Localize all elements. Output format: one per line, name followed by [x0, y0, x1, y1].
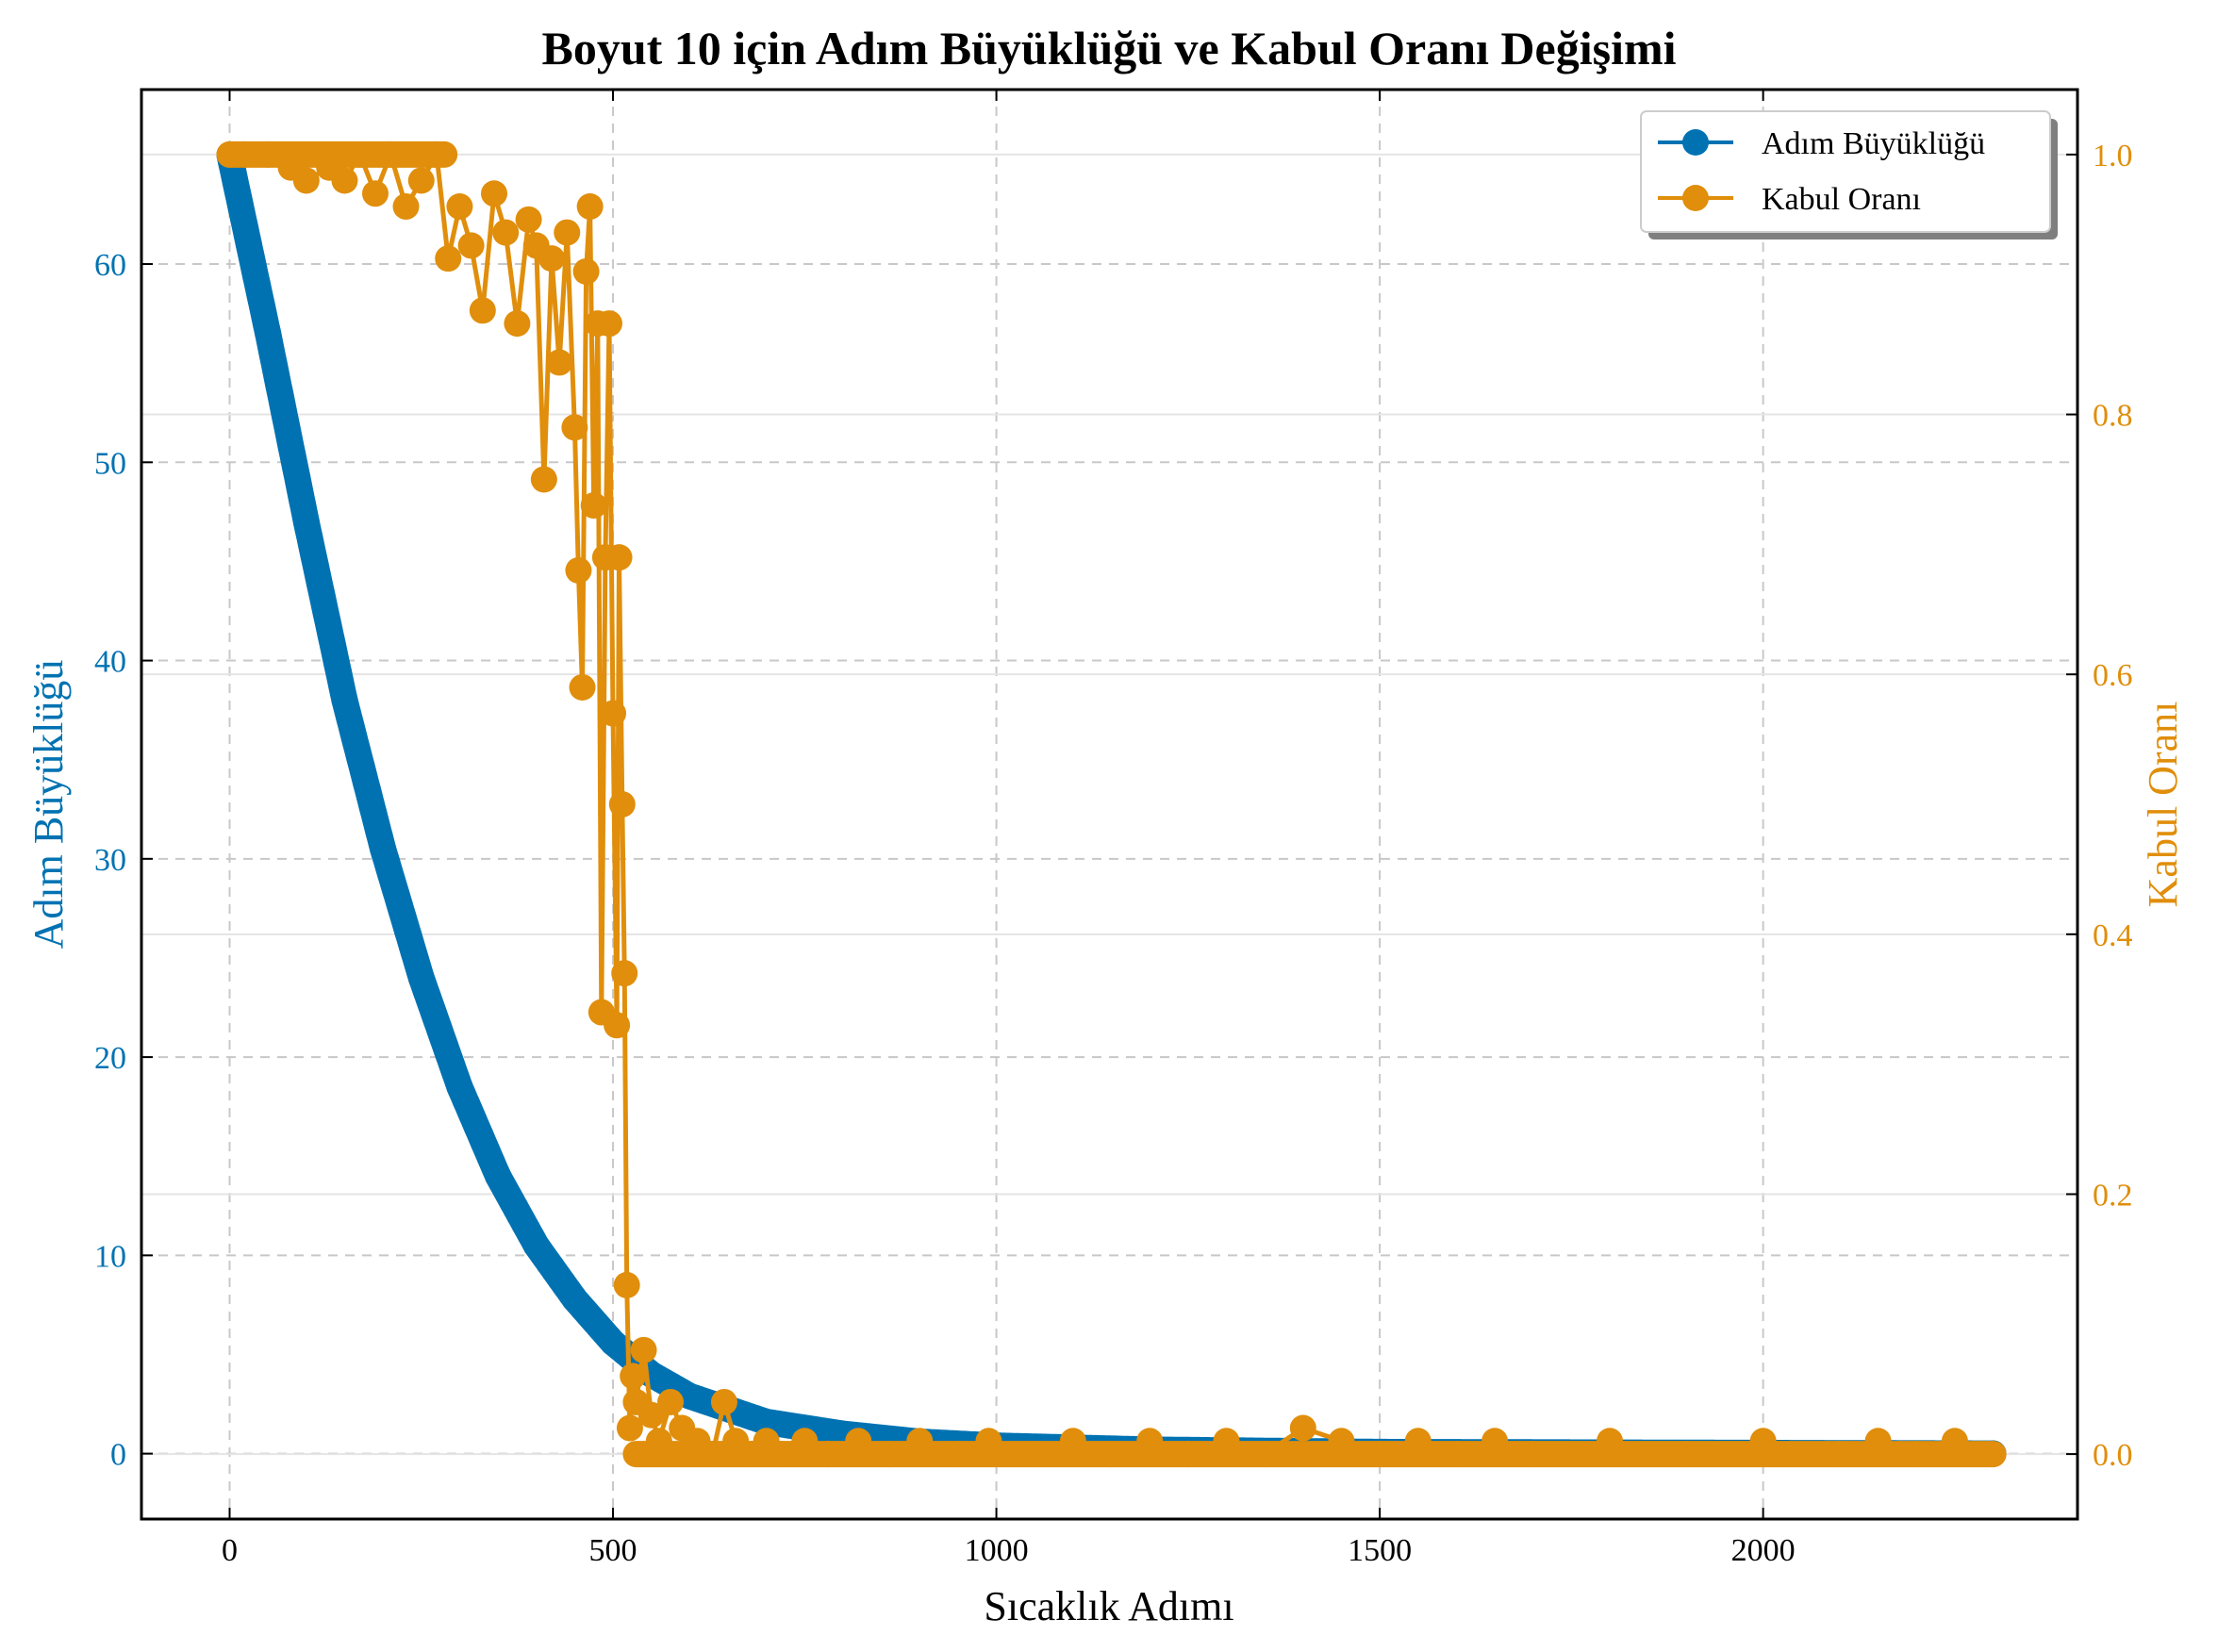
legend-accept-marker: [1682, 185, 1709, 211]
step-size-point: [235, 231, 262, 258]
step-size-point: [446, 1073, 473, 1100]
step-size-point: [331, 686, 358, 714]
y-tick-label-left: 0: [110, 1438, 126, 1473]
acceptance-rate-point: [569, 673, 596, 701]
step-size-point: [561, 1285, 588, 1313]
y-tick-label-right: 0.8: [2093, 399, 2133, 434]
step-size-point: [753, 1408, 780, 1435]
acceptance-rate-point: [565, 556, 592, 584]
step-size-point: [370, 835, 397, 863]
legend-step-label: Adım Büyüklüğü: [1762, 126, 1985, 161]
step-size-point: [292, 508, 320, 536]
acceptance-rate-point: [331, 167, 358, 194]
acceptance-rate-point: [1289, 1414, 1316, 1442]
x-tick-label: 500: [589, 1533, 637, 1568]
acceptance-rate-point: [469, 297, 496, 324]
acceptance-rate-point: [481, 180, 508, 207]
y-tick-label-right: 0.2: [2093, 1178, 2133, 1213]
x-axis-label: Sıcaklık Adımı: [984, 1583, 1233, 1629]
acceptance-rate-point: [435, 245, 462, 273]
acceptance-rate-point: [561, 414, 588, 441]
step-size-point: [485, 1163, 512, 1190]
acceptance-rate-point: [604, 1012, 631, 1039]
x-tick-label: 1500: [1348, 1533, 1412, 1568]
y-axis-label-right: Kabul Oranı: [2140, 702, 2186, 908]
y-tick-label-right: 0.0: [2093, 1438, 2133, 1473]
y-tick-label-left: 50: [94, 446, 126, 481]
acceptance-rate-point: [504, 310, 531, 338]
legend-step-marker: [1682, 129, 1709, 156]
acceptance-rate-point: [515, 206, 542, 233]
y-tick-label-left: 30: [94, 843, 126, 878]
acceptance-rate-point: [361, 180, 389, 207]
legend-accept-label: Kabul Oranı: [1762, 182, 1921, 217]
x-tick-label: 2000: [1731, 1533, 1796, 1568]
legend: Adım Büyüklüğü Kabul Oranı: [1640, 110, 2058, 240]
acceptance-rate-point: [608, 791, 636, 818]
acceptance-rate-point: [657, 1388, 685, 1415]
acceptance-rate-point: [546, 349, 573, 376]
y-tick-label-left: 60: [94, 248, 126, 283]
y-tick-label-right: 1.0: [2093, 139, 2133, 173]
acceptance-rate-point: [407, 167, 435, 194]
acceptance-rate-point: [392, 193, 420, 221]
acceptance-rate-point: [605, 544, 633, 571]
y-tick-label-left: 20: [94, 1041, 126, 1076]
acceptance-rate-point: [637, 1401, 665, 1429]
chart-title: Boyut 10 için Adım Büyüklüğü ve Kabul Or…: [541, 22, 1676, 74]
step-size-point: [522, 1231, 550, 1259]
x-tick-label: 0: [222, 1533, 238, 1568]
step-size-point: [255, 320, 282, 347]
series-layer: [216, 140, 2007, 1468]
acceptance-rate-point: [554, 219, 581, 246]
acceptance-rate-point: [630, 1336, 657, 1363]
acceptance-rate-point: [580, 492, 607, 520]
acceptance-rate-point: [613, 1271, 640, 1298]
acceptance-rate-point: [538, 245, 565, 273]
acceptance-rate-point: [572, 257, 600, 285]
y-tick-label-left: 10: [94, 1239, 126, 1274]
acceptance-rate-point: [710, 1388, 737, 1415]
acceptance-rate-point: [457, 232, 485, 259]
acceptance-rate-point: [620, 1363, 647, 1390]
step-size-point: [600, 1329, 627, 1356]
step-size-point: [407, 964, 435, 991]
acceptance-rate-point: [576, 193, 604, 221]
acceptance-rate-point: [611, 960, 638, 987]
acceptance-rate-point: [492, 219, 520, 246]
x-tick-label: 1000: [965, 1533, 1029, 1568]
tick-layer: 0 500 1000 1500 2000 0 10 20 30 40 50 60 0.0 0.2 0.4 0.…: [94, 90, 2133, 1568]
legend-box: [1640, 110, 2051, 233]
plot-frame: [140, 88, 2079, 1521]
y-tick-label-left: 40: [94, 645, 126, 680]
acceptance-rate-point: [616, 1414, 643, 1442]
acceptance-rate-point: [600, 700, 627, 727]
acceptance-rate-point: [530, 466, 557, 493]
y-tick-label-right: 0.6: [2093, 658, 2133, 693]
y-axis-label-left: Adım Büyüklüğü: [25, 660, 72, 950]
acceptance-rate-point: [292, 167, 320, 194]
acceptance-rate-point: [446, 193, 473, 221]
y-tick-label-right: 0.4: [2093, 918, 2133, 953]
acceptance-rate-point: [595, 310, 622, 338]
